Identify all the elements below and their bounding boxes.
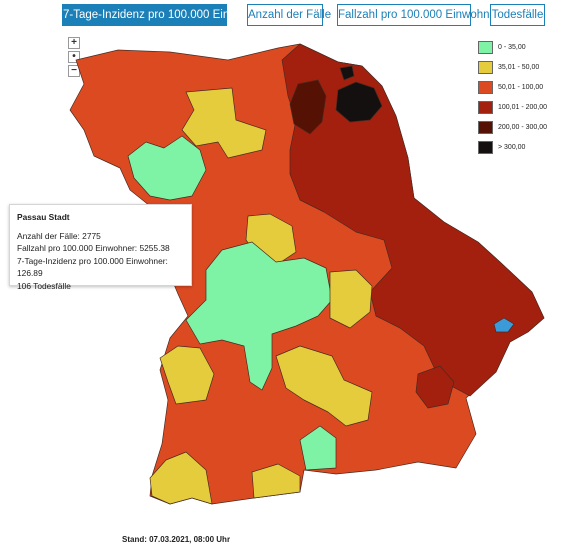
region-black-north[interactable] (339, 65, 355, 81)
tooltip-cases: Anzahl der Fälle: 2775 (17, 230, 101, 241)
legend-label: 100,01 - 200,00 (498, 103, 548, 111)
tooltip-rate: Fallzahl pro 100.000 Einwohner: 5255.38 (17, 243, 170, 253)
legend-item: > 300,00 (478, 140, 568, 155)
tooltip-title: Passau Stadt (17, 212, 70, 222)
tab-deaths[interactable]: Todesfälle (490, 4, 545, 26)
legend-swatch (478, 81, 493, 94)
legend-item: 35,01 - 50,00 (478, 60, 568, 75)
legend-label: 0 - 35,00 (498, 43, 526, 51)
tooltip-incidence: 7-Tage-Inzidenz pro 100.000 Einwohner: 1… (17, 255, 168, 279)
region-yellow-franconia[interactable] (181, 87, 267, 159)
region-darkred-rottal[interactable] (415, 365, 455, 409)
region-darkbrown-west[interactable] (289, 79, 327, 135)
tab-case-rate[interactable]: Fallzahl pro 100.000 Einwohner (337, 4, 500, 26)
tab-bar: 7-Tage-Inzidenz pro 100.000 Einwohner An… (0, 4, 575, 26)
legend-swatch (478, 41, 493, 54)
legend-swatch (478, 141, 493, 154)
tab-case-count[interactable]: Anzahl der Fälle (247, 4, 331, 26)
legend: 0 - 35,00 35,01 - 50,00 50,01 - 100,00 1… (478, 40, 568, 160)
region-passau-stadt[interactable] (493, 317, 515, 333)
legend-item: 50,01 - 100,00 (478, 80, 568, 95)
legend-label: 50,01 - 100,00 (498, 83, 544, 91)
region-yellow-schwaben[interactable] (159, 345, 215, 405)
legend-item: 200,00 - 300,00 (478, 120, 568, 135)
region-black-east[interactable] (335, 81, 383, 123)
region-green-central[interactable] (185, 241, 333, 391)
legend-label: 35,01 - 50,00 (498, 63, 540, 71)
legend-item: 0 - 35,00 (478, 40, 568, 55)
region-oberfranken-oberpfalz[interactable] (281, 43, 545, 397)
tooltip-deaths: 106 Todesfälle (17, 280, 71, 291)
legend-swatch (478, 61, 493, 74)
region-yellow-allgaeu[interactable] (149, 451, 213, 505)
region-yellow-east[interactable] (329, 269, 373, 329)
legend-swatch (478, 121, 493, 134)
zoom-controls: + • − (68, 37, 80, 79)
legend-swatch (478, 101, 493, 114)
tab-incidence[interactable]: 7-Tage-Inzidenz pro 100.000 Einwohner (62, 4, 267, 26)
region-green-wuerzburg[interactable] (127, 135, 207, 201)
district-tooltip: Passau Stadt Anzahl der Fälle: 2775 Fall… (9, 204, 192, 291)
legend-item: 100,01 - 200,00 (478, 100, 568, 115)
legend-label: > 300,00 (498, 143, 526, 151)
bavaria-district-map[interactable] (0, 30, 575, 540)
region-yellow-south[interactable] (275, 345, 373, 427)
region-green-south[interactable] (299, 425, 337, 471)
region-yellow-oberbayern[interactable] (251, 463, 301, 499)
zoom-in-button[interactable]: + (68, 37, 80, 49)
timestamp-label: Stand: 07.03.2021, 08:00 Uhr (122, 535, 231, 544)
legend-label: 200,00 - 300,00 (498, 123, 548, 131)
